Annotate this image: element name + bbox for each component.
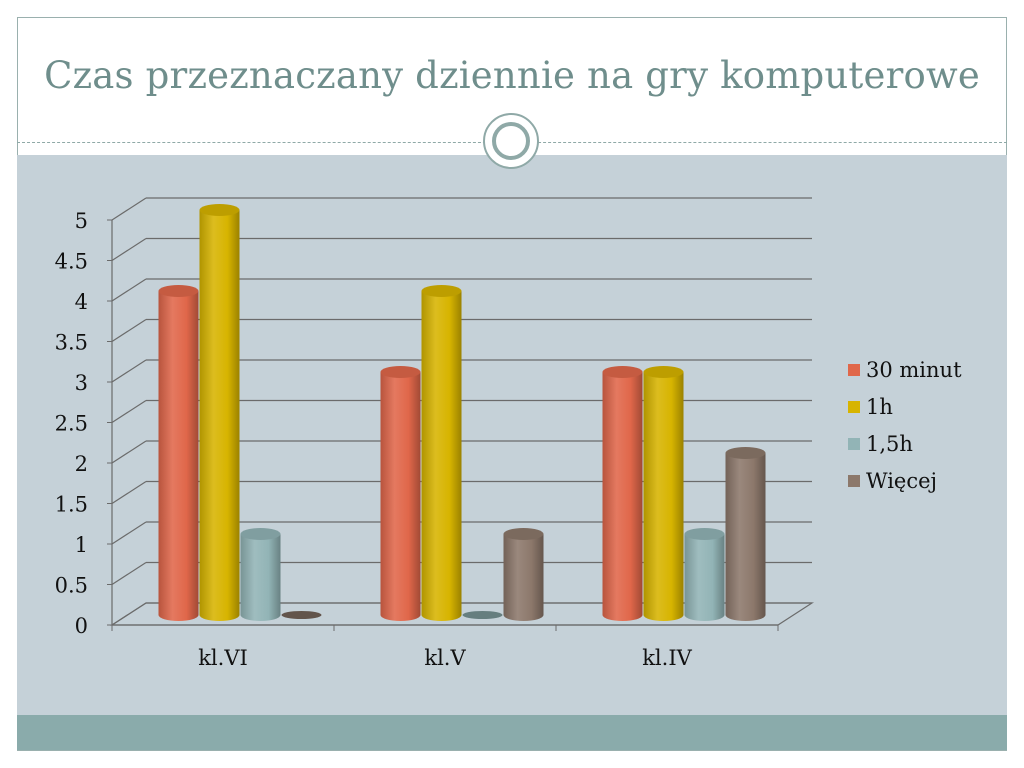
gridline-side: [111, 399, 147, 424]
bar-top: [602, 366, 643, 378]
bar-top: [503, 528, 544, 540]
bar-30minut-kl.IV: [602, 372, 643, 621]
bar-30minut-kl.VI: [158, 291, 199, 621]
legend-label: 1h: [866, 395, 893, 419]
bar-top: [240, 528, 281, 540]
x-tick-label: kl.IV: [642, 646, 692, 670]
gridline-side: [111, 237, 147, 262]
legend-label: 1,5h: [866, 432, 913, 456]
gridline-side: [111, 197, 147, 221]
y-tick-label: 4: [75, 290, 88, 314]
legend-label: Więcej: [866, 469, 937, 493]
bar-30minut-kl.V: [380, 372, 421, 621]
x-axis: kl.VI kl.V kl.IV: [111, 624, 779, 670]
slide-title: Czas przeznaczany dziennie na gry komput…: [44, 54, 980, 97]
legend-swatch: [848, 438, 860, 450]
circle-ornament-inner: [492, 122, 530, 160]
gridline-side: [111, 278, 147, 302]
gridline-side: [111, 440, 147, 464]
y-tick-label: 0.5: [55, 574, 88, 598]
bar-top: [725, 447, 766, 459]
gridline-side: [111, 480, 147, 505]
bar-1h-kl.IV: [643, 372, 684, 621]
gridline-side: [111, 521, 147, 545]
legend-swatch: [848, 364, 860, 376]
x-tick-label: kl.V: [424, 646, 466, 670]
bar-top: [684, 528, 725, 540]
bar-1h-kl.V: [421, 291, 462, 621]
gridline-side: [111, 318, 147, 343]
bar-15h-kl.VI: [240, 534, 281, 621]
footer-band: [17, 715, 1007, 750]
y-tick-label: 3: [75, 371, 88, 395]
circle-ornament-icon: [483, 113, 539, 169]
bar-top: [380, 366, 421, 378]
bar-top: [421, 285, 462, 297]
y-tick-label: 2: [75, 452, 88, 476]
bar-top: [158, 285, 199, 297]
bar-15h-kl.IV: [684, 534, 725, 621]
gridline-side: [111, 359, 147, 383]
chart-legend: 30 minut 1h 1,5h Więcej: [848, 358, 962, 493]
bar-zero-disc: [281, 611, 322, 619]
bar-Wicej-kl.V: [503, 534, 544, 621]
x-tick-label: kl.VI: [198, 646, 248, 670]
bar-1h-kl.VI: [199, 210, 240, 621]
y-tick-label: 5: [75, 209, 88, 233]
gridline-side: [111, 561, 147, 586]
bar-Wicej-kl.IV: [725, 453, 766, 621]
y-axis-ticks: 0 0.5 1 1.5 2 2.5 3 3.5 4 4.5 5: [55, 209, 112, 638]
bar-zero-disc: [462, 611, 503, 619]
bar-top: [199, 204, 240, 216]
gridline-side: [111, 602, 147, 626]
chart-bars: [158, 204, 766, 621]
y-tick-label: 4.5: [55, 250, 88, 274]
legend-swatch: [848, 401, 860, 413]
y-tick-label: 2.5: [55, 412, 88, 436]
bar-top: [643, 366, 684, 378]
y-tick-label: 0: [75, 614, 88, 638]
y-tick-label: 1: [75, 533, 88, 557]
legend-swatch: [848, 475, 860, 487]
y-tick-label: 3.5: [55, 331, 88, 355]
y-tick-label: 1.5: [55, 493, 88, 517]
legend-label: 30 minut: [866, 358, 962, 382]
